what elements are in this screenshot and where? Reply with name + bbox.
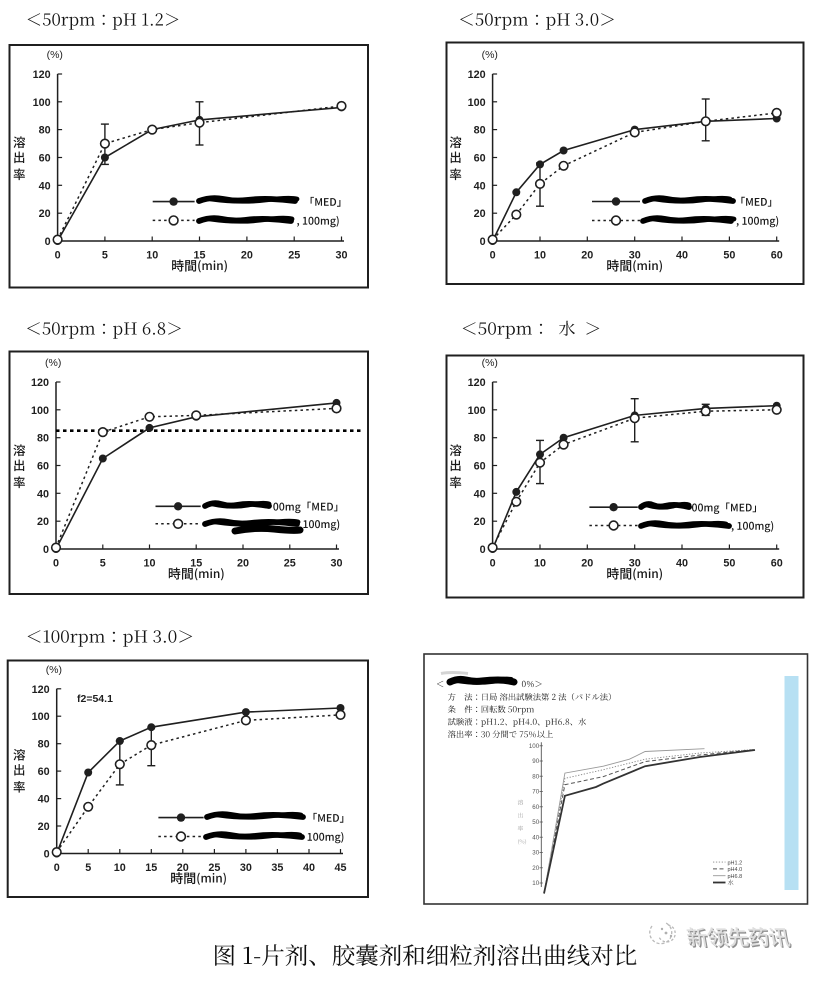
svg-text:100: 100 [32,711,50,723]
svg-text:20: 20 [474,516,486,528]
svg-text:20: 20 [532,865,539,872]
svg-text:100: 100 [468,97,486,109]
svg-text:25: 25 [208,862,220,874]
svg-text:(%): (%) [47,49,63,61]
svg-text:5: 5 [85,862,91,874]
svg-text:40: 40 [474,180,486,192]
svg-text:0: 0 [480,236,486,248]
svg-text:20: 20 [581,250,593,262]
svg-text:60: 60 [38,766,50,778]
svg-text:10: 10 [114,862,126,874]
svg-text:30: 30 [335,250,347,262]
svg-text:100: 100 [31,405,49,417]
svg-text:40: 40 [303,862,315,874]
svg-text:pH4.0: pH4.0 [728,867,743,873]
svg-text:(%): (%) [482,357,498,369]
svg-text:120: 120 [468,377,486,389]
svg-text:80: 80 [532,774,539,781]
svg-text:10: 10 [534,558,546,570]
svg-text:15: 15 [193,250,205,262]
svg-text:15: 15 [190,558,202,570]
svg-text:pH6.8: pH6.8 [728,874,743,880]
svg-text:60: 60 [39,153,51,165]
svg-text:10: 10 [534,250,546,262]
svg-text:0: 0 [54,862,60,874]
svg-text:20: 20 [39,208,51,220]
svg-text:40: 40 [474,488,486,500]
svg-text:5: 5 [100,558,106,570]
svg-text:80: 80 [39,125,51,137]
svg-text:40: 40 [37,488,49,500]
svg-text:20: 20 [241,250,253,262]
svg-text:20: 20 [474,208,486,220]
svg-text:0: 0 [44,849,50,861]
svg-text:(%): (%) [46,664,62,676]
svg-text:80: 80 [37,433,49,445]
svg-text:50: 50 [723,558,735,570]
svg-text:60: 60 [771,250,783,262]
svg-text:100: 100 [33,97,51,109]
svg-text:0: 0 [55,250,61,262]
svg-text:20: 20 [177,862,189,874]
svg-text:40: 40 [38,794,50,806]
svg-text:25: 25 [288,250,300,262]
svg-text:30: 30 [240,862,252,874]
svg-text:35: 35 [271,862,283,874]
svg-text:120: 120 [31,377,49,389]
svg-text:(%): (%) [482,49,498,61]
svg-text:40: 40 [676,250,688,262]
svg-text:30: 30 [532,850,539,857]
svg-text:0: 0 [490,558,496,570]
svg-text:10: 10 [532,880,539,887]
svg-text:120: 120 [33,69,51,81]
svg-text:40: 40 [676,558,688,570]
svg-text:60: 60 [474,461,486,473]
svg-text:0: 0 [43,544,49,556]
svg-text:30: 30 [629,558,641,570]
svg-text:0: 0 [45,236,51,248]
svg-text:80: 80 [474,125,486,137]
svg-text:(%): (%) [45,357,61,369]
svg-text:80: 80 [474,433,486,445]
svg-text:pH1.2: pH1.2 [728,860,743,866]
svg-text:20: 20 [581,558,593,570]
svg-text:40: 40 [532,835,539,842]
svg-text:30: 30 [629,250,641,262]
svg-text:100: 100 [529,743,540,750]
svg-text:60: 60 [37,461,49,473]
svg-text:120: 120 [32,684,50,696]
svg-text:45: 45 [334,862,346,874]
svg-text:30: 30 [330,558,342,570]
svg-text:60: 60 [771,558,783,570]
svg-text:20: 20 [237,558,249,570]
svg-text:25: 25 [284,558,296,570]
svg-text:10: 10 [143,558,155,570]
svg-text:50: 50 [723,250,735,262]
svg-text:0: 0 [480,544,486,556]
svg-text:0: 0 [53,558,59,570]
svg-text:0: 0 [490,250,496,262]
svg-text:50: 50 [532,819,539,826]
svg-text:70: 70 [532,789,539,796]
svg-text:10: 10 [146,250,158,262]
svg-text:60: 60 [474,153,486,165]
svg-text:15: 15 [145,862,157,874]
svg-text:40: 40 [39,180,51,192]
svg-text:5: 5 [102,250,108,262]
svg-text:60: 60 [532,804,539,811]
svg-text:90: 90 [532,758,539,765]
svg-text:20: 20 [37,516,49,528]
svg-text:120: 120 [468,69,486,81]
svg-text:80: 80 [38,739,50,751]
svg-text:f2=54.1: f2=54.1 [77,693,113,705]
svg-text:100: 100 [468,405,486,417]
svg-text:20: 20 [38,821,50,833]
